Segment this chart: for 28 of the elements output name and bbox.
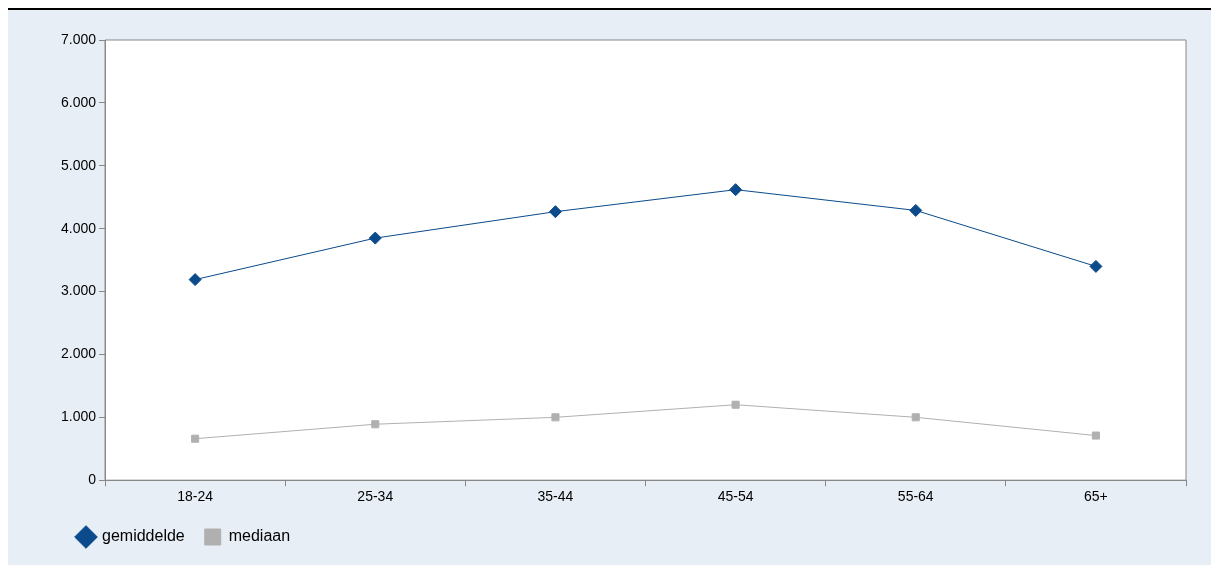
point [731,400,740,409]
point [368,231,382,245]
y-tick-label: 7.000 [60,30,97,47]
point [729,183,743,197]
point [371,420,380,429]
x-tick-label: 65+ [1084,488,1108,505]
point [191,434,200,443]
legend-label: mediaan [228,527,291,545]
x-tick-label: 35-44 [537,488,574,505]
x-tick-label: 18-24 [177,488,214,505]
x-tick-label: 25-34 [357,488,394,505]
point [548,205,562,219]
point [551,413,560,422]
y-tick-label: 6.000 [60,93,97,110]
point [909,203,923,217]
y-tick-label: 4.000 [60,219,97,236]
x-tick-label: 55-64 [897,488,934,505]
legend-label: gemiddelde [102,527,185,545]
y-tick-label: 0 [88,471,97,488]
y-tick-label: 5.000 [60,156,97,173]
y-tick-label: 2.000 [60,345,97,362]
point [1089,259,1103,273]
point [911,413,920,422]
x-tick-label: 45-54 [717,488,754,505]
point [1091,431,1100,440]
y-tick-label: 3.000 [60,282,97,299]
y-tick-label: 1.000 [60,408,97,425]
point [188,273,202,287]
